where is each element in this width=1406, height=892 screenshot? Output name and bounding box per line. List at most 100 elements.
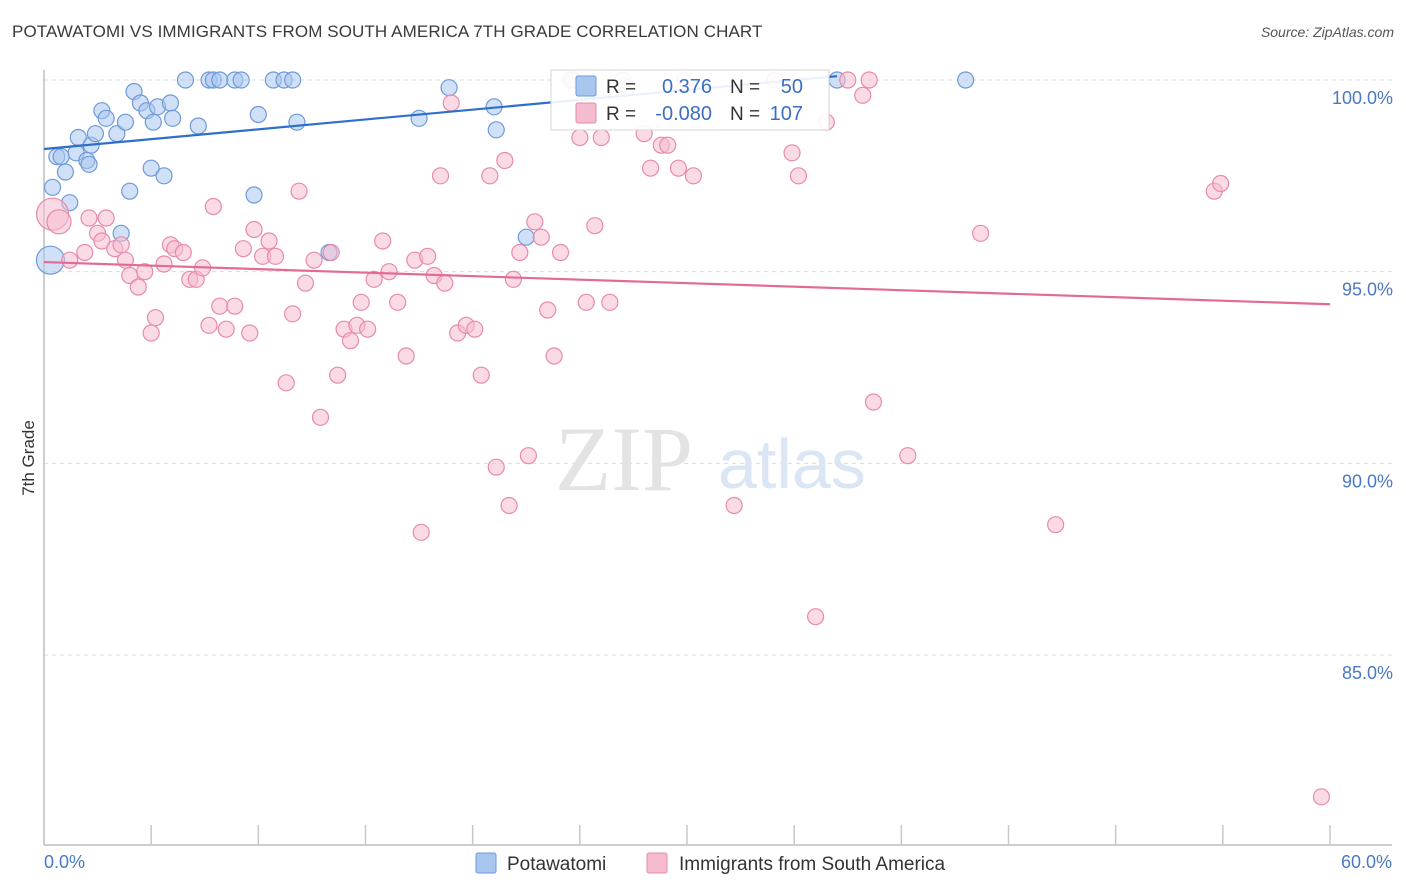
data-point-immigrants	[80, 209, 98, 227]
y-tick-label: 90.0%	[1342, 471, 1393, 491]
data-point-immigrants	[93, 232, 111, 250]
data-point-immigrants	[586, 217, 604, 235]
data-point-potawatomi	[116, 113, 135, 131]
data-point-immigrants	[1312, 788, 1331, 806]
data-point-potawatomi	[487, 121, 505, 139]
data-point-immigrants	[241, 324, 259, 342]
data-point-immigrants	[431, 167, 450, 185]
data-point-immigrants	[519, 447, 537, 465]
data-point-immigrants	[174, 243, 192, 262]
data-point-potawatomi	[86, 125, 105, 143]
data-point-potawatomi	[440, 79, 458, 97]
data-point-immigrants	[341, 332, 360, 350]
data-point-immigrants	[245, 220, 263, 239]
data-point-immigrants	[659, 136, 677, 154]
stats-legend-swatch-potawatomi	[575, 75, 597, 97]
data-point-immigrants	[76, 243, 94, 262]
watermark-atlas: atlas	[718, 425, 866, 503]
series-legend: Potawatomi Immigrants from South America	[475, 852, 946, 875]
data-point-immigrants	[46, 209, 72, 235]
data-point-immigrants	[481, 167, 499, 185]
data-point-immigrants	[466, 320, 484, 338]
y-tick-label: 85.0%	[1342, 663, 1393, 683]
data-point-immigrants	[155, 255, 173, 273]
data-point-immigrants	[380, 263, 398, 281]
data-point-potawatomi	[164, 109, 182, 127]
data-point-potawatomi	[142, 159, 160, 177]
y-tick-label: 100.0%	[1332, 88, 1393, 108]
stats-n-label-1: N =	[730, 77, 760, 98]
y-axis-label: 7th Grade	[19, 420, 38, 496]
data-point-immigrants	[806, 608, 825, 626]
stats-r-label-2: R =	[606, 104, 636, 125]
data-point-immigrants	[860, 71, 878, 89]
data-point-potawatomi	[245, 186, 263, 204]
data-point-immigrants	[539, 301, 557, 319]
data-point-potawatomi	[232, 71, 250, 89]
data-point-immigrants	[61, 251, 79, 269]
data-point-immigrants	[500, 496, 518, 515]
data-point-immigrants	[592, 128, 610, 147]
stats-r-value-2: -0.080	[655, 103, 712, 125]
data-point-immigrants	[571, 128, 589, 147]
series-immigrants-south-america	[35, 71, 1331, 806]
data-point-immigrants	[305, 251, 323, 269]
data-point-immigrants	[322, 243, 340, 262]
data-point-immigrants	[789, 167, 808, 185]
data-point-immigrants	[97, 209, 115, 227]
data-point-immigrants	[112, 236, 130, 254]
data-point-potawatomi	[52, 148, 70, 166]
chart-title: POTAWATOMI VS IMMIGRANTS FROM SOUTH AMER…	[12, 22, 763, 41]
data-point-potawatomi	[176, 71, 195, 89]
data-point-immigrants	[226, 297, 244, 315]
data-point-immigrants	[496, 151, 514, 170]
stats-n-value-2: 107	[770, 103, 803, 125]
data-point-immigrants	[359, 320, 377, 338]
trend-line-immigrants	[43, 260, 1331, 306]
data-point-immigrants	[389, 293, 407, 311]
data-point-immigrants	[511, 243, 529, 262]
data-point-immigrants	[854, 86, 872, 104]
data-point-immigrants	[725, 496, 743, 515]
stats-n-value-1: 50	[781, 76, 803, 98]
data-point-potawatomi	[517, 228, 535, 246]
stats-n-label-2: N =	[730, 104, 760, 125]
data-point-immigrants	[296, 274, 315, 292]
data-point-immigrants	[365, 270, 383, 288]
data-point-immigrants	[487, 458, 505, 476]
data-point-immigrants	[266, 247, 285, 265]
data-point-immigrants	[136, 263, 154, 281]
stats-r-label-1: R =	[606, 77, 636, 98]
data-point-potawatomi	[43, 178, 62, 196]
data-point-potawatomi	[288, 113, 306, 131]
legend-swatch-immigrants	[646, 852, 668, 874]
legend-swatch-potawatomi	[475, 852, 497, 874]
data-point-immigrants	[217, 320, 235, 338]
data-point-immigrants	[641, 159, 660, 177]
stats-legend: R = 0.376 N = 50 R = -0.080 N = 107	[550, 69, 830, 131]
data-point-immigrants	[1212, 174, 1230, 193]
data-point-immigrants	[284, 305, 302, 323]
data-point-immigrants	[412, 523, 430, 541]
watermark-zip: ZIP	[555, 408, 693, 510]
data-point-potawatomi	[957, 71, 975, 89]
data-point-immigrants	[204, 197, 222, 216]
data-point-immigrants	[864, 393, 883, 411]
data-point-potawatomi	[97, 109, 115, 127]
data-point-immigrants	[311, 408, 330, 426]
data-point-potawatomi	[35, 245, 66, 275]
data-point-immigrants	[290, 182, 308, 200]
data-point-immigrants	[472, 366, 490, 384]
data-point-potawatomi	[211, 71, 229, 89]
data-point-immigrants	[526, 213, 544, 231]
y-tick-label: 95.0%	[1342, 280, 1393, 300]
data-point-potawatomi	[80, 155, 98, 173]
data-point-immigrants	[129, 278, 147, 296]
data-point-immigrants	[551, 243, 570, 262]
data-point-immigrants	[397, 347, 415, 365]
data-point-immigrants	[442, 94, 460, 112]
data-point-immigrants	[211, 297, 229, 315]
data-point-immigrants	[1047, 516, 1065, 534]
source-credit: Source: ZipAtlas.com	[1260, 24, 1394, 40]
data-point-potawatomi	[284, 71, 302, 89]
